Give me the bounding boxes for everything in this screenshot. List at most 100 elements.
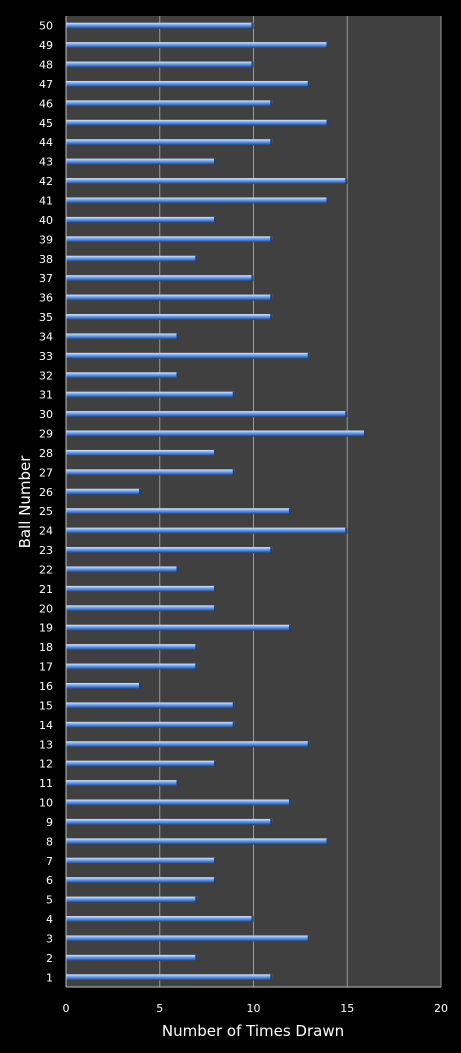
y-tick-label: 24 bbox=[39, 525, 53, 538]
y-tick-label: 40 bbox=[39, 214, 53, 227]
y-tick-label: 50 bbox=[39, 20, 53, 33]
y-tick-label: 26 bbox=[39, 486, 53, 499]
y-tick-label: 45 bbox=[39, 117, 53, 130]
bar-ball-15 bbox=[66, 702, 235, 709]
bar-end-cap bbox=[270, 294, 273, 301]
y-tick-label: 36 bbox=[39, 292, 53, 305]
bar-end-cap bbox=[345, 178, 348, 185]
y-tick-label: 29 bbox=[39, 428, 53, 441]
bars bbox=[66, 22, 366, 981]
bar-end-cap bbox=[195, 663, 198, 670]
y-tick-label: 42 bbox=[39, 175, 53, 188]
bar-end-cap bbox=[214, 857, 216, 864]
bar-end-cap bbox=[176, 566, 179, 573]
bar-end-cap bbox=[195, 896, 198, 903]
bar-ball-19 bbox=[66, 624, 291, 631]
bar-end-cap bbox=[214, 216, 216, 223]
bar-end-cap bbox=[176, 780, 179, 787]
bar-end-cap bbox=[214, 605, 216, 612]
bar-end-cap bbox=[251, 22, 254, 29]
bar-ball-50 bbox=[66, 22, 254, 29]
y-tick-label: 30 bbox=[39, 408, 53, 421]
x-tick-label: 20 bbox=[434, 1002, 448, 1015]
y-tick-label: 46 bbox=[39, 97, 53, 110]
y-tick-labels: 1234567891011121314151617181920212223242… bbox=[39, 20, 53, 985]
y-tick-label: 34 bbox=[39, 330, 53, 343]
y-tick-label: 48 bbox=[39, 59, 53, 72]
y-tick-label: 17 bbox=[39, 661, 53, 674]
bar-end-cap bbox=[270, 236, 273, 243]
bar-end-cap bbox=[251, 61, 254, 68]
bar-end-cap bbox=[326, 197, 329, 204]
y-tick-label: 25 bbox=[39, 505, 53, 518]
bar-ball-8 bbox=[66, 838, 329, 845]
bar-end-cap bbox=[195, 644, 198, 651]
bar-end-cap bbox=[307, 352, 310, 359]
bar-end-cap bbox=[307, 741, 310, 748]
bar-ball-7 bbox=[66, 857, 216, 864]
bar-ball-47 bbox=[66, 80, 310, 87]
bar-ball-26 bbox=[66, 488, 141, 495]
y-tick-label: 21 bbox=[39, 583, 53, 596]
bar-ball-39 bbox=[66, 236, 273, 243]
bar-ball-16 bbox=[66, 682, 141, 689]
y-tick-label: 35 bbox=[39, 311, 53, 324]
bar-ball-37 bbox=[66, 275, 254, 282]
bar-ball-17 bbox=[66, 663, 198, 670]
bar-ball-45 bbox=[66, 119, 329, 126]
bar-ball-11 bbox=[66, 780, 179, 787]
bar-end-cap bbox=[270, 139, 273, 146]
bar-end-cap bbox=[326, 42, 329, 49]
bar-end-cap bbox=[176, 372, 179, 379]
y-tick-label: 19 bbox=[39, 622, 53, 635]
bar-ball-32 bbox=[66, 372, 179, 379]
bar-ball-38 bbox=[66, 255, 198, 262]
bar-end-cap bbox=[270, 100, 273, 107]
bar-end-cap bbox=[289, 508, 291, 515]
bar-end-cap bbox=[232, 702, 235, 709]
bar-ball-22 bbox=[66, 566, 179, 573]
bar-ball-43 bbox=[66, 158, 216, 165]
bar-ball-20 bbox=[66, 605, 216, 612]
y-tick-label: 6 bbox=[46, 874, 53, 887]
bar-ball-46 bbox=[66, 100, 273, 107]
bar-ball-35 bbox=[66, 314, 273, 321]
bar-end-cap bbox=[289, 799, 291, 806]
y-tick-label: 8 bbox=[46, 835, 53, 848]
y-tick-label: 9 bbox=[46, 816, 53, 829]
bar-end-cap bbox=[345, 527, 348, 534]
bar-end-cap bbox=[214, 449, 216, 456]
bar-end-cap bbox=[345, 411, 348, 418]
bar-end-cap bbox=[251, 916, 254, 923]
bar-ball-49 bbox=[66, 42, 329, 49]
bar-ball-1 bbox=[66, 974, 273, 981]
y-tick-label: 23 bbox=[39, 544, 53, 557]
bar-ball-48 bbox=[66, 61, 254, 68]
y-tick-label: 7 bbox=[46, 855, 53, 868]
x-tick-label: 15 bbox=[340, 1002, 354, 1015]
y-tick-label: 11 bbox=[39, 777, 53, 790]
bar-ball-34 bbox=[66, 333, 179, 340]
y-tick-label: 14 bbox=[39, 719, 53, 732]
bar-ball-9 bbox=[66, 818, 273, 825]
y-axis-title: Ball Number bbox=[16, 455, 34, 549]
y-tick-label: 38 bbox=[39, 253, 53, 266]
x-tick-label: 0 bbox=[63, 1002, 70, 1015]
y-tick-label: 13 bbox=[39, 738, 53, 751]
bar-ball-10 bbox=[66, 799, 291, 806]
y-tick-label: 32 bbox=[39, 369, 53, 382]
y-tick-label: 10 bbox=[39, 797, 53, 810]
bar-ball-14 bbox=[66, 721, 235, 728]
y-tick-label: 39 bbox=[39, 233, 53, 246]
y-tick-label: 33 bbox=[39, 350, 53, 363]
y-tick-label: 37 bbox=[39, 272, 53, 285]
bar-ball-40 bbox=[66, 216, 216, 223]
bar-end-cap bbox=[307, 935, 310, 942]
bar-end-cap bbox=[195, 954, 198, 961]
bar-ball-31 bbox=[66, 391, 235, 398]
bar-ball-21 bbox=[66, 585, 216, 592]
y-tick-label: 44 bbox=[39, 136, 53, 149]
bar-ball-28 bbox=[66, 449, 216, 456]
bar-ball-12 bbox=[66, 760, 216, 767]
